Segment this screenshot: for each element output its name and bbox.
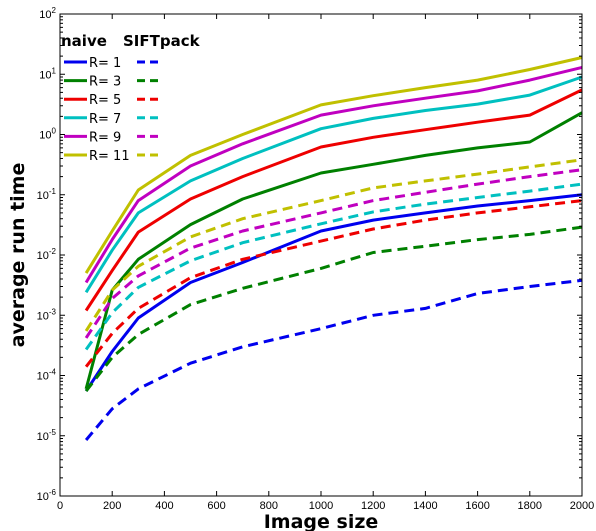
- y-axis-label: average run time: [7, 163, 29, 348]
- series-line-9: [84, 168, 583, 339]
- legend-label-3: R= 7: [89, 112, 121, 127]
- y-tick-label-2: 100: [39, 127, 56, 142]
- legend-header-naive: naive: [61, 32, 107, 50]
- legend-header-siftpack: SIFTpack: [123, 32, 201, 50]
- x-tick-label-9: 1800: [518, 500, 542, 512]
- y-tick-label-0: 102: [39, 6, 56, 21]
- series-line-10: [84, 56, 583, 274]
- legend-label-2: R= 5: [89, 93, 121, 108]
- series-line-5: [84, 199, 583, 368]
- x-axis-label: Image size: [264, 511, 379, 531]
- x-tick-label-5: 1000: [309, 500, 333, 512]
- y-tick-label-6: 10-4: [37, 368, 57, 383]
- x-tick-label-3: 600: [207, 500, 225, 512]
- y-tick-label-8: 10-6: [37, 488, 57, 503]
- y-tick-label-4: 10-2: [37, 247, 57, 262]
- series-line-0: [84, 193, 583, 392]
- ticks-layer: 0 200 400 600 800 1000 1200 1400 1600 1800 2000 102…: [37, 6, 595, 512]
- x-tick-label-4: 800: [260, 500, 278, 512]
- legend-label-0: R= 1: [89, 56, 121, 71]
- x-tick-label-0: 0: [57, 500, 63, 512]
- series-layer: [84, 56, 583, 441]
- legend-label-1: R= 3: [89, 75, 121, 90]
- series-line-4: [84, 88, 583, 312]
- y-tick-label-1: 101: [39, 66, 56, 81]
- series-line-11: [84, 158, 583, 332]
- legend-label-4: R= 9: [89, 130, 121, 145]
- x-tick-label-8: 1600: [465, 500, 489, 512]
- x-tick-label-2: 400: [155, 500, 173, 512]
- series-line-7: [84, 182, 583, 351]
- legend-label-5: R= 11: [89, 149, 130, 164]
- series-line-2: [84, 111, 583, 390]
- y-tick-label-3: 10-1: [37, 187, 57, 202]
- y-tick-label-7: 10-5: [37, 428, 57, 443]
- x-tick-label-1: 200: [103, 500, 121, 512]
- series-line-8: [84, 65, 583, 284]
- series-line-3: [84, 225, 583, 393]
- x-tick-label-6: 1200: [361, 500, 385, 512]
- x-tick-label-10: 2000: [570, 500, 594, 512]
- y-tick-label-5: 10-3: [37, 307, 57, 322]
- series-line-6: [84, 75, 583, 294]
- x-tick-label-7: 1400: [413, 500, 437, 512]
